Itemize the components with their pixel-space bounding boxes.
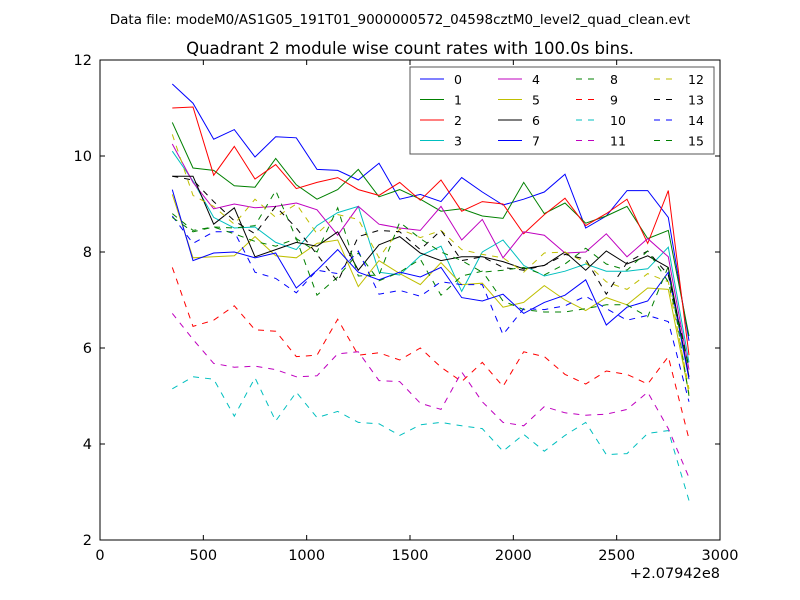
series-line-12	[171, 134, 690, 389]
y-tick-label-1: 4	[83, 437, 92, 453]
series-line-5	[171, 194, 690, 394]
series-line-1	[171, 122, 690, 337]
series-line-0	[171, 83, 690, 341]
legend-label-7: 7	[532, 134, 540, 149]
series-line-14	[171, 215, 690, 402]
legend-label-8: 8	[610, 72, 618, 87]
y-tick-label-5: 12	[74, 53, 92, 69]
series-line-11	[171, 313, 690, 478]
x-tick-label-4: 2000	[495, 548, 532, 564]
x-tick-label-1: 500	[189, 548, 217, 564]
series-line-8	[171, 189, 690, 397]
legend-label-15: 15	[688, 134, 704, 149]
x-offset-label: +2.07942e8	[630, 566, 720, 582]
series-line-4	[171, 143, 690, 370]
series-line-2	[172, 106, 690, 356]
legend-label-14: 14	[688, 113, 704, 128]
legend-label-2: 2	[454, 113, 462, 128]
chart-title: Quadrant 2 module wise count rates with …	[186, 39, 634, 58]
legend-box	[409, 66, 715, 155]
legend-label-1: 1	[454, 93, 462, 108]
legend-label-6: 6	[532, 113, 540, 128]
y-tick-label-0: 2	[83, 533, 92, 549]
legend-label-9: 9	[610, 93, 618, 108]
legend-label-5: 5	[532, 93, 540, 108]
series-line-7	[171, 189, 690, 380]
suptitle: Data file: modeM0/AS1G05_191T01_90000005…	[110, 12, 690, 28]
y-tick-label-3: 8	[83, 245, 92, 261]
x-tick-label-3: 1500	[392, 548, 429, 564]
series-line-13	[172, 175, 690, 368]
legend-label-0: 0	[454, 72, 462, 87]
x-tick-label-2: 1000	[288, 548, 325, 564]
series-layer	[171, 83, 690, 501]
legend-label-10: 10	[610, 113, 626, 128]
legend-label-11: 11	[610, 134, 626, 149]
legend-label-13: 13	[688, 93, 704, 108]
legend-label-12: 12	[688, 72, 704, 87]
legend-label-3: 3	[454, 134, 462, 149]
series-line-6	[172, 175, 690, 377]
series-line-15	[172, 206, 690, 369]
series-line-9	[171, 267, 690, 440]
series-line-10	[172, 376, 690, 501]
legend-label-4: 4	[532, 72, 540, 87]
y-tick-label-2: 6	[83, 341, 92, 357]
x-tick-label-0: 0	[95, 548, 104, 564]
x-tick-label-5: 2500	[598, 548, 635, 564]
x-tick-label-6: 3000	[702, 548, 739, 564]
y-tick-label-4: 10	[74, 149, 92, 165]
